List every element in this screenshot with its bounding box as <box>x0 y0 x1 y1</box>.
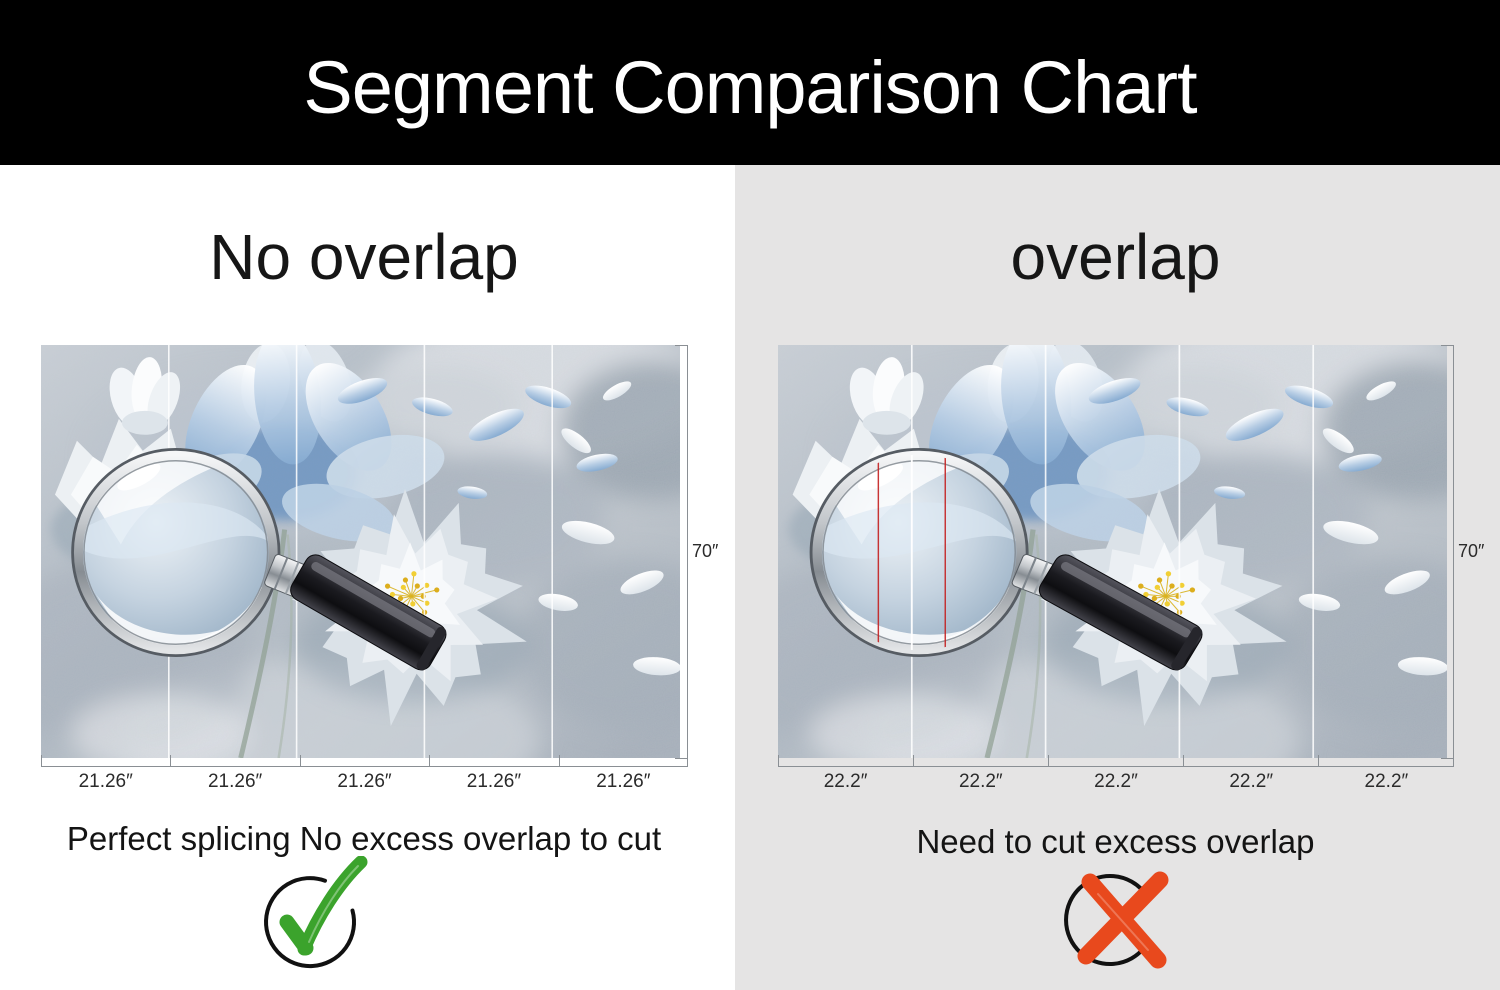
height-label: 70″ <box>692 541 719 561</box>
check-highlight <box>308 865 359 943</box>
segment-width-labels: 21.26″ 21.26″ 21.26″ 21.26″ 21.26″ <box>41 771 688 793</box>
check-icon <box>264 856 368 969</box>
mural-image-no-overlap <box>41 345 680 758</box>
tick <box>1183 755 1184 767</box>
overlap-lines <box>877 454 946 651</box>
cross-stroke-2 <box>1077 871 1169 965</box>
segment-label: 21.26″ <box>207 771 263 792</box>
check-circle <box>264 876 357 969</box>
cross-highlight <box>1097 893 1149 951</box>
cross-circle <box>1064 874 1147 966</box>
overlap-heading: overlap <box>1010 221 1221 293</box>
segment-label: 21.26″ <box>337 771 392 792</box>
tick <box>299 755 301 767</box>
no-overlap-heading: No overlap <box>209 221 519 293</box>
width-dimension-line <box>41 755 688 767</box>
segment-width-labels: 22.2″ 22.2″ 22.2″ 22.2″ 22.2″ <box>778 771 1454 793</box>
tick <box>1318 755 1319 767</box>
mural-image-overlap <box>778 345 1447 758</box>
overlap-caption: Need to cut excess overlap <box>916 823 1315 860</box>
tick <box>1453 755 1454 767</box>
tick <box>41 755 42 767</box>
segment-label: 21.26″ <box>596 771 651 792</box>
height-dimension-line <box>675 345 688 759</box>
segment-label: 21.26″ <box>78 771 133 792</box>
segment-label: 22.2″ <box>958 771 1003 792</box>
segment-label: 21.26″ <box>466 771 522 792</box>
tick <box>558 755 560 767</box>
tick <box>778 755 779 767</box>
cross-icon <box>1064 871 1169 969</box>
tick <box>170 755 172 767</box>
tick <box>429 755 431 767</box>
width-dimension-line <box>778 755 1454 767</box>
segment-label: 22.2″ <box>1094 771 1138 792</box>
check-long-arm <box>297 856 368 956</box>
segment-label: 22.2″ <box>823 771 868 792</box>
segment-label: 22.2″ <box>1364 771 1409 792</box>
tick <box>913 755 914 767</box>
height-label: 70″ <box>1458 541 1485 561</box>
tick <box>687 755 688 767</box>
no-overlap-caption: Perfect splicing No excess overlap to cu… <box>66 820 662 857</box>
height-dimension-line <box>1441 345 1454 759</box>
title-bar: Segment Comparison Chart <box>0 0 1500 165</box>
tick <box>1048 755 1049 767</box>
page-title: Segment Comparison Chart <box>303 46 1197 129</box>
segment-label: 22.2″ <box>1229 771 1274 792</box>
